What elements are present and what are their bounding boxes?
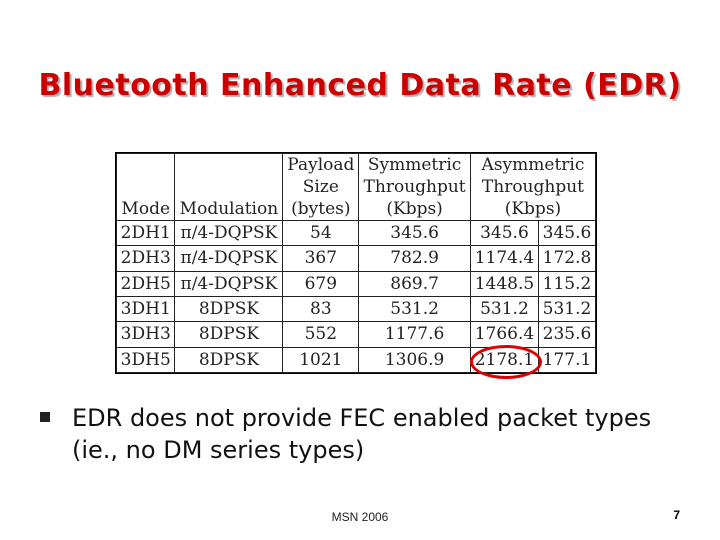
cell-asym-forward: 1174.4 (469, 245, 539, 272)
edr-table: Mode Modulation Payload Size (bytes) Sym… (115, 153, 597, 374)
cell-mode: 2DH1 (115, 219, 176, 247)
cell-payload: 54 (282, 219, 360, 247)
cell-payload: 367 (282, 245, 360, 272)
edr-table-container: Mode Modulation Payload Size (bytes) Sym… (115, 152, 597, 374)
cell-asym-reverse: 172.8 (537, 245, 597, 272)
cell-asym-reverse: 115.2 (537, 270, 597, 297)
cell-asym-forward: 1448.5 (469, 270, 539, 297)
cell-modulation: π/4-DQPSK (174, 270, 284, 297)
cell-modulation: 8DPSK (174, 321, 284, 348)
cell-asym-reverse: 531.2 (537, 295, 597, 323)
slide-title: Bluetooth Enhanced Data Rate (EDR) (38, 68, 682, 103)
cell-asym-forward: 345.6 (469, 219, 539, 247)
cell-asym-reverse: 177.1 (537, 346, 597, 374)
cell-modulation: 8DPSK (174, 346, 284, 374)
bullet-text: EDR does not provide FEC enabled packet … (72, 404, 652, 464)
cell-asym-reverse: 345.6 (537, 219, 597, 247)
header-mode: Mode (115, 153, 176, 221)
cell-payload: 679 (282, 270, 360, 297)
cell-symmetric: 345.6 (358, 219, 471, 247)
table-row: 2DH5 π/4-DQPSK 679 869.7 1448.5 115.2 (115, 270, 597, 297)
cell-mode: 2DH3 (115, 245, 176, 272)
header-modulation: Modulation (174, 153, 284, 221)
cell-mode: 2DH5 (115, 270, 176, 297)
table-header-row: Mode Modulation Payload Size (bytes) Sym… (115, 153, 597, 221)
table-row: 2DH1 π/4-DQPSK 54 345.6 345.6 345.6 (115, 219, 597, 247)
table-row: 2DH3 π/4-DQPSK 367 782.9 1174.4 172.8 (115, 245, 597, 272)
cell-mode: 3DH1 (115, 295, 176, 323)
cell-mode: 3DH3 (115, 321, 176, 348)
cell-asym-reverse: 235.6 (537, 321, 597, 348)
cell-modulation: 8DPSK (174, 295, 284, 323)
cell-symmetric: 1306.9 (358, 346, 471, 374)
cell-asym-forward: 1766.4 (469, 321, 539, 348)
cell-symmetric: 869.7 (358, 270, 471, 297)
table-row: 3DH1 8DPSK 83 531.2 531.2 531.2 (115, 295, 597, 323)
header-symmetric: Symmetric Throughput (Kbps) (358, 153, 471, 221)
cell-payload: 1021 (282, 346, 360, 374)
page-number: 7 (673, 508, 680, 522)
square-bullet-icon (40, 412, 50, 422)
cell-modulation: π/4-DQPSK (174, 245, 284, 272)
cell-mode: 3DH5 (115, 346, 176, 374)
cell-payload: 552 (282, 321, 360, 348)
header-asymmetric: Asymmetric Throughput (Kbps) (469, 153, 597, 221)
cell-asym-forward: 531.2 (469, 295, 539, 323)
cell-symmetric: 782.9 (358, 245, 471, 272)
table-row: 3DH3 8DPSK 552 1177.6 1766.4 235.6 (115, 321, 597, 348)
highlight-circle (470, 345, 542, 379)
cell-payload: 83 (282, 295, 360, 323)
slide-footer: MSN 2006 (331, 510, 389, 524)
cell-symmetric: 531.2 (358, 295, 471, 323)
cell-modulation: π/4-DQPSK (174, 219, 284, 247)
header-payload: Payload Size (bytes) (282, 153, 360, 221)
cell-symmetric: 1177.6 (358, 321, 471, 348)
